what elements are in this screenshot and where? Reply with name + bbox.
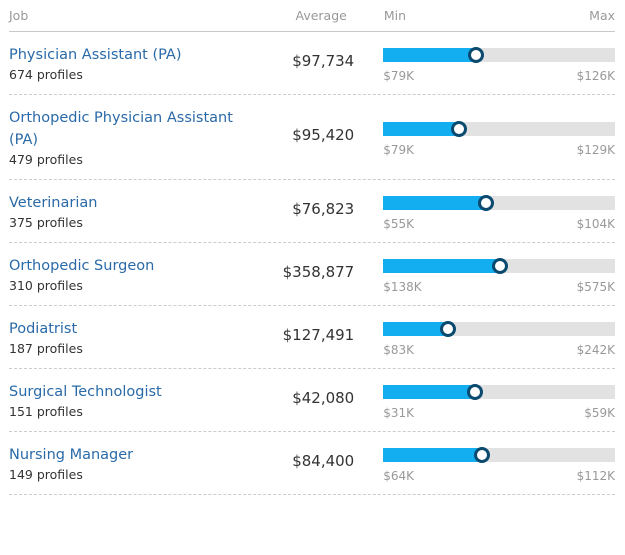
- average-salary: $42,080: [292, 389, 355, 407]
- table-row: Nursing Manager 149 profiles $84,400 $64…: [9, 432, 615, 495]
- salary-range: $64K $112K: [383, 446, 615, 483]
- range-max: $242K: [576, 342, 615, 357]
- profile-count: 151 profiles: [9, 404, 83, 419]
- range-fill: [383, 447, 482, 462]
- average-salary: $97,734: [292, 52, 355, 70]
- salary-range: $83K $242K: [383, 320, 615, 357]
- profile-count: 479 profiles: [9, 152, 83, 167]
- range-min: $55K: [383, 216, 414, 231]
- table-row: Orthopedic Physician Assistant (PA) 479 …: [9, 95, 615, 180]
- job-cell: Orthopedic Physician Assistant (PA) 479 …: [9, 107, 275, 169]
- job-cell: Physician Assistant (PA) 674 profiles: [9, 44, 275, 84]
- range-track: [383, 383, 615, 400]
- job-title-link[interactable]: Orthopedic Surgeon: [9, 258, 155, 274]
- range-min: $83K: [383, 342, 414, 357]
- range-track: [383, 194, 615, 211]
- average-marker: [492, 257, 509, 274]
- range-max: $129K: [576, 142, 615, 157]
- table-row: Veterinarian 375 profiles $76,823 $55K $1…: [9, 180, 615, 243]
- average-marker: [466, 383, 483, 400]
- job-cell: Veterinarian 375 profiles: [9, 192, 275, 232]
- job-cell: Orthopedic Surgeon 310 profiles: [9, 255, 275, 295]
- job-title-link[interactable]: Veterinarian: [9, 195, 98, 211]
- job-title-link[interactable]: Orthopedic Physician Assistant (PA): [9, 110, 233, 148]
- salary-range: $55K $104K: [383, 194, 615, 231]
- average-salary: $76,823: [292, 200, 355, 218]
- profile-count: 187 profiles: [9, 341, 83, 356]
- range-max: $126K: [576, 68, 615, 83]
- range-track: [383, 46, 615, 63]
- average-marker: [467, 46, 484, 63]
- range-max: $104K: [576, 216, 615, 231]
- salary-range: $79K $126K: [383, 46, 615, 83]
- range-track: [383, 257, 615, 274]
- range-min: $64K: [383, 468, 414, 483]
- range-fill: [383, 195, 487, 210]
- salary-range: $138K $575K: [383, 257, 615, 294]
- average-marker: [451, 120, 468, 137]
- range-max: $112K: [576, 468, 615, 483]
- table-header: Job Average Min Max: [9, 0, 615, 32]
- header-min: Min: [383, 8, 407, 23]
- average-marker: [440, 320, 457, 337]
- range-min: $79K: [383, 68, 414, 83]
- job-title-link[interactable]: Nursing Manager: [9, 447, 134, 463]
- job-cell: Podiatrist 187 profiles: [9, 318, 275, 358]
- profile-count: 674 profiles: [9, 67, 83, 82]
- average-salary: $127,491: [282, 326, 355, 344]
- average-salary: $84,400: [292, 452, 355, 470]
- header-average: Average: [295, 8, 347, 23]
- range-max: $575K: [576, 279, 615, 294]
- salary-range: $79K $129K: [383, 120, 615, 157]
- table-row: Orthopedic Surgeon 310 profiles $358,877…: [9, 243, 615, 306]
- range-min: $79K: [383, 142, 414, 157]
- range-min: $31K: [383, 405, 414, 420]
- header-job: Job: [9, 8, 29, 23]
- average-marker: [473, 446, 490, 463]
- range-fill: [383, 47, 476, 62]
- range-track: [383, 120, 615, 137]
- table-row: Podiatrist 187 profiles $127,491 $83K $24…: [9, 306, 615, 369]
- average-marker: [478, 194, 495, 211]
- range-fill: [383, 258, 501, 273]
- range-max: $59K: [584, 405, 615, 420]
- salary-table: Job Average Min Max Physician Assistant …: [9, 0, 615, 495]
- header-max: Max: [589, 8, 615, 23]
- table-row: Physician Assistant (PA) 674 profiles $9…: [9, 32, 615, 95]
- job-title-link[interactable]: Surgical Technologist: [9, 384, 162, 400]
- range-min: $138K: [383, 279, 422, 294]
- salary-range: $31K $59K: [383, 383, 615, 420]
- range-track: [383, 320, 615, 337]
- job-title-link[interactable]: Podiatrist: [9, 321, 78, 337]
- average-salary: $358,877: [282, 263, 355, 281]
- job-cell: Nursing Manager 149 profiles: [9, 444, 275, 484]
- range-fill: [383, 321, 449, 336]
- job-title-link[interactable]: Physician Assistant (PA): [9, 47, 182, 63]
- job-cell: Surgical Technologist 151 profiles: [9, 381, 275, 421]
- profile-count: 310 profiles: [9, 278, 83, 293]
- range-fill: [383, 384, 475, 399]
- range-track: [383, 446, 615, 463]
- table-row: Surgical Technologist 151 profiles $42,0…: [9, 369, 615, 432]
- profile-count: 375 profiles: [9, 215, 83, 230]
- average-salary: $95,420: [292, 126, 355, 144]
- range-fill: [383, 121, 460, 136]
- profile-count: 149 profiles: [9, 467, 83, 482]
